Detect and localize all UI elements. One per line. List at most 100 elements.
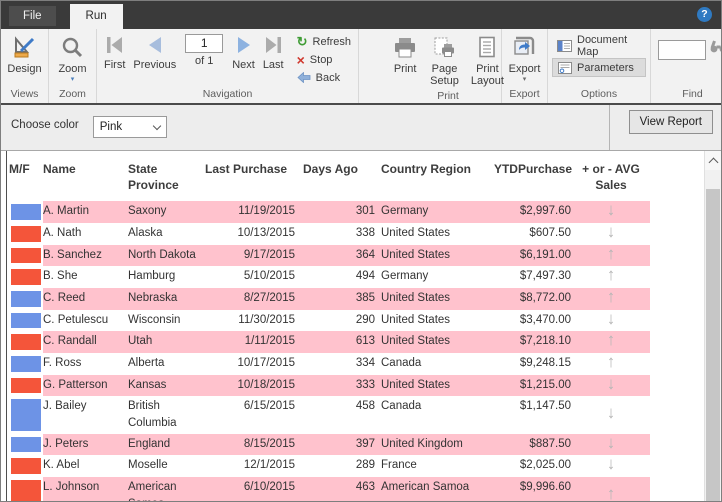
gender-color-swatch <box>11 377 41 394</box>
table-cell: Hamburg <box>128 270 176 283</box>
table-cell: ↑ <box>572 353 650 375</box>
chevron-up-icon <box>708 157 718 168</box>
table-cell: Nebraska <box>128 288 205 310</box>
table-cell: United States <box>381 374 485 397</box>
gender-color-swatch <box>11 334 41 351</box>
table-cell: Canada <box>381 400 422 413</box>
up-arrow-icon: ↑ <box>606 265 616 285</box>
table-cell <box>9 477 43 501</box>
table-cell: A. Martin <box>43 201 128 224</box>
table-cell: $9,996.60 <box>485 477 572 501</box>
vertical-scrollbar[interactable] <box>704 151 721 501</box>
ribbon-group-zoom: Zoom ▾ Zoom <box>49 29 97 103</box>
zoom-button[interactable]: Zoom ▾ <box>53 32 91 84</box>
print-layout-label: Print Layout <box>470 63 504 87</box>
table-cell <box>9 309 43 332</box>
parameters-button[interactable]: Parameters <box>552 58 646 77</box>
table-cell: F. Ross <box>43 357 82 370</box>
table-cell: 289 <box>355 459 375 472</box>
table-row: F. Ross Alberta 10/17/2015 334 Canada $9,248.… <box>9 353 650 375</box>
zoom-label: Zoom <box>58 63 87 75</box>
table-cell: ↓ <box>572 310 650 332</box>
table-cell <box>9 353 43 375</box>
report-table: M/F Name State Province Last Purchase Days A… <box>9 159 650 501</box>
table-cell: United States <box>381 244 485 267</box>
down-arrow-icon: ↓ <box>606 308 616 328</box>
ribbon-group-options: Document Map Parameters <box>548 29 651 103</box>
parameters-icon <box>558 61 572 74</box>
table-cell: 10/17/2015 <box>237 357 295 370</box>
table-cell: $2,025.00 <box>519 459 571 472</box>
gender-color-swatch <box>11 399 41 431</box>
tab-file[interactable]: File <box>9 6 56 26</box>
table-cell: ↓ <box>572 223 650 245</box>
scroll-up-button[interactable] <box>705 151 721 170</box>
table-cell: ↓ <box>572 455 650 477</box>
table-cell: North Dakota <box>128 244 205 267</box>
table-cell: 334 <box>355 357 375 370</box>
ribbon-group-navigation: First Previous 1 of 1 <box>97 29 359 103</box>
find-binoculars-icon[interactable] <box>710 40 721 53</box>
table-row: C. Petulescu Wisconsin 11/30/2015 290 United… <box>9 309 650 332</box>
up-arrow-icon: ↑ <box>606 243 616 263</box>
table-cell: $2,997.60 <box>485 201 572 224</box>
gender-color-swatch <box>11 458 41 475</box>
table-cell: France <box>381 459 417 472</box>
zoom-group-label: Zoom <box>59 88 86 100</box>
zoom-dropdown-caret-icon[interactable]: ▾ <box>70 76 75 83</box>
report-table-body: A. Martin Saxony 11/19/2015 301 Germany $2,99… <box>9 201 650 501</box>
previous-page-button[interactable]: Previous <box>130 32 179 73</box>
up-arrow-icon: ↑ <box>606 352 616 372</box>
table-cell: C. Randall <box>43 331 128 354</box>
stop-button[interactable]: × Stop <box>297 52 351 67</box>
table-cell: $1,215.00 <box>485 374 572 397</box>
page-setup-button[interactable]: Page Setup <box>425 32 464 89</box>
table-cell: 12/1/2015 <box>243 459 295 472</box>
refresh-icon: ↻ <box>296 33 308 49</box>
design-icon <box>12 34 37 61</box>
first-page-button[interactable]: First <box>101 32 128 73</box>
scrollbar-thumb[interactable] <box>706 189 720 501</box>
table-cell: $6,191.00 <box>485 244 572 267</box>
export-dropdown-caret-icon[interactable]: ▾ <box>522 76 527 83</box>
document-map-button[interactable]: Document Map <box>552 33 646 58</box>
table-cell <box>9 223 43 245</box>
ribbon-group-print: Print Page Setup <box>394 29 504 103</box>
column-header: Name <box>43 162 76 176</box>
back-label: Back <box>315 71 341 84</box>
table-row: A. Nath Alaska 10/13/2015 338 United States $… <box>9 223 650 245</box>
stop-icon: × <box>296 51 305 68</box>
find-input[interactable] <box>658 40 706 60</box>
next-page-button[interactable]: Next <box>229 32 258 73</box>
gender-color-swatch <box>11 226 41 242</box>
print-layout-button[interactable]: Print Layout <box>466 32 509 89</box>
table-cell: American Samoa <box>128 477 205 501</box>
export-label: Export <box>508 63 541 75</box>
table-cell <box>9 244 43 267</box>
table-cell: ↑ <box>572 266 650 288</box>
table-row: C. Randall Utah 1/11/2015 613 United States $… <box>9 331 650 354</box>
stop-label: Stop <box>309 53 333 66</box>
table-cell: $7,497.30 <box>519 270 571 283</box>
table-cell: Wisconsin <box>128 313 181 326</box>
tab-run[interactable]: Run <box>69 4 123 29</box>
table-cell: $7,218.10 <box>485 331 572 354</box>
document-map-label: Document Map <box>577 33 628 58</box>
page-number-input[interactable]: 1 <box>185 34 224 53</box>
print-button[interactable]: Print <box>387 32 423 77</box>
ribbon-group-export: Export ▾ Export <box>502 29 548 103</box>
color-select[interactable]: Pink <box>92 116 167 138</box>
design-button[interactable]: Design <box>2 32 46 77</box>
navigation-group-label: Navigation <box>202 88 253 100</box>
last-page-button[interactable]: Last <box>260 32 287 73</box>
help-icon[interactable]: ? <box>697 7 712 22</box>
table-row: K. Abel Moselle 12/1/2015 289 France $2,025.0… <box>9 455 650 478</box>
table-cell: 333 <box>303 374 381 397</box>
table-cell: British Columbia <box>128 400 177 430</box>
back-button[interactable]: Back <box>297 70 351 85</box>
export-button[interactable]: Export ▾ <box>504 32 546 84</box>
refresh-button[interactable]: ↻ Refresh <box>297 34 351 49</box>
choose-color-label: Choose color <box>11 119 79 131</box>
view-report-button[interactable]: View Report <box>628 110 713 134</box>
previous-page-icon <box>146 34 164 56</box>
